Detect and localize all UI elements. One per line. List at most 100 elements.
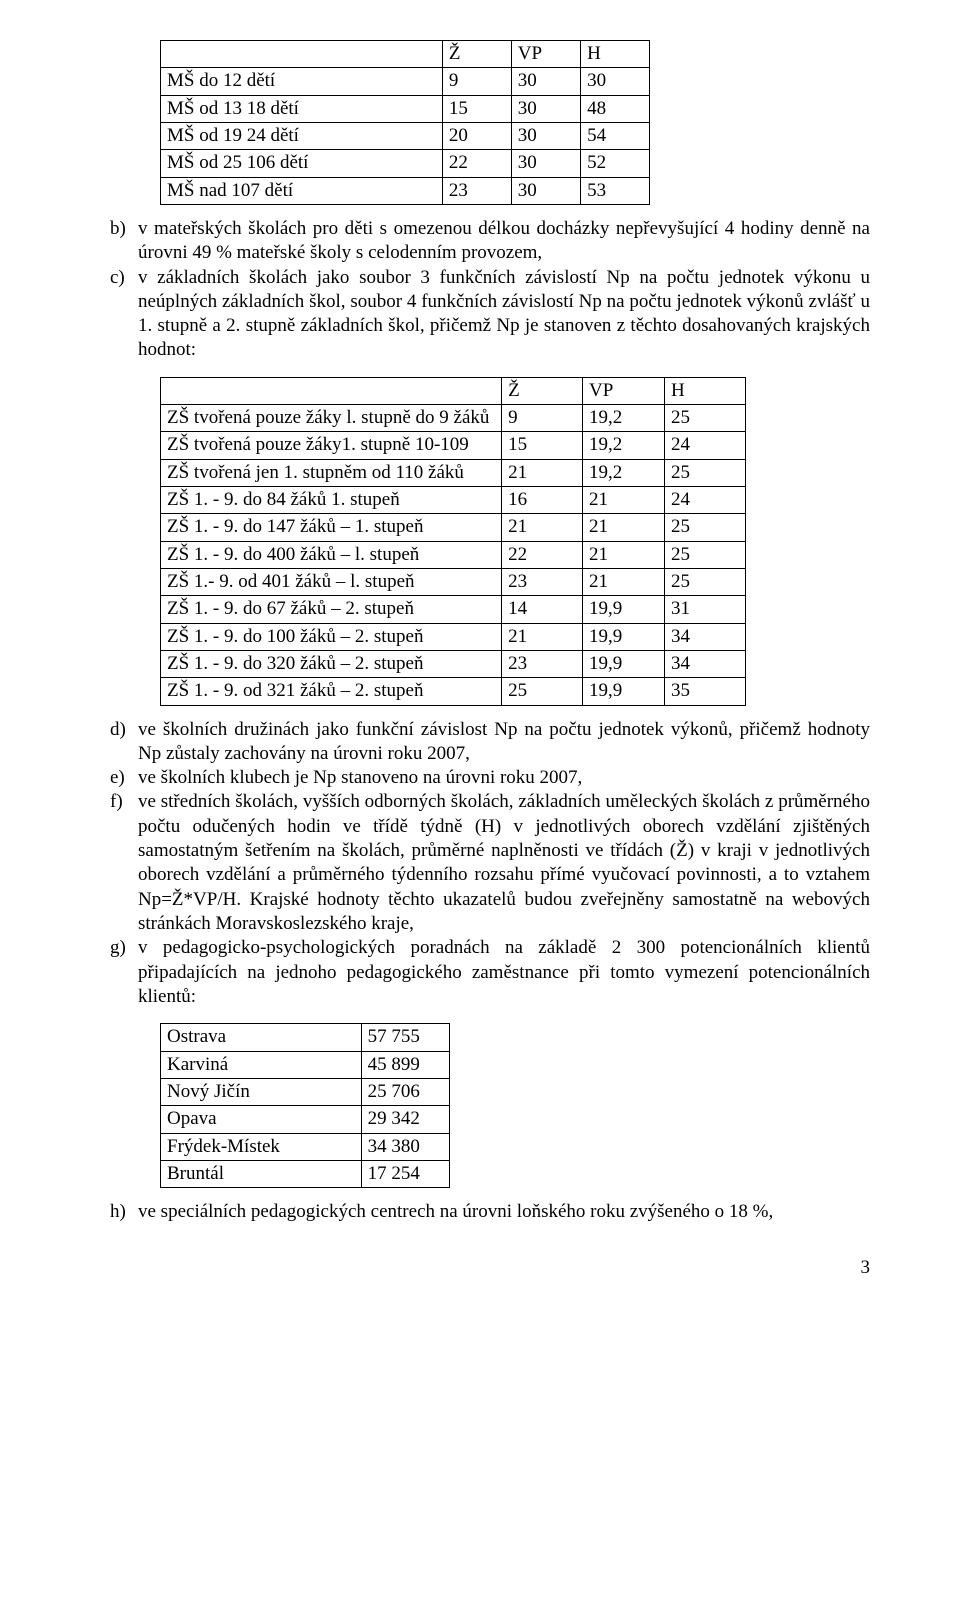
table-row: MŠ od 19 24 dětí 20 30 54 — [161, 122, 650, 149]
cell: 29 342 — [361, 1106, 449, 1133]
cell: 23 — [442, 177, 511, 204]
table-zs: Ž VP H ZŠ tvořená pouze žáky l. stupně d… — [160, 377, 746, 706]
item-marker: h) — [110, 1200, 138, 1224]
item-text: v pedagogicko-psychologických poradnách … — [138, 936, 870, 1009]
cell: 21 — [583, 541, 665, 568]
cell — [161, 377, 502, 404]
cell: 19,9 — [583, 623, 665, 650]
table-row: ZŠ 1. - 9. do 84 žáků 1. stupeň 16 21 24 — [161, 487, 746, 514]
cell: 21 — [583, 487, 665, 514]
cell: 17 254 — [361, 1160, 449, 1187]
cell: 48 — [581, 95, 650, 122]
table-row: Ostrava 57 755 — [161, 1024, 450, 1051]
cell: H — [665, 377, 746, 404]
cell: 9 — [502, 405, 583, 432]
cell: 35 — [665, 678, 746, 705]
cell: 15 — [502, 432, 583, 459]
cell: ZŠ 1. - 9. do 84 žáků 1. stupeň — [161, 487, 502, 514]
cell: 30 — [511, 122, 580, 149]
cell: 25 — [665, 541, 746, 568]
cell: ZŠ tvořená pouze žáky l. stupně do 9 žák… — [161, 405, 502, 432]
cell: Bruntál — [161, 1160, 362, 1187]
cell: 30 — [511, 68, 580, 95]
list-item-d: d) ve školních družinách jako funkční zá… — [110, 718, 870, 767]
cell: 21 — [502, 459, 583, 486]
cell: Opava — [161, 1106, 362, 1133]
cell: MŠ od 19 24 dětí — [161, 122, 443, 149]
cell: 25 — [665, 405, 746, 432]
cell: 57 755 — [361, 1024, 449, 1051]
list-item-b: b) v mateřských školách pro děti s omeze… — [110, 217, 870, 266]
table-row: ZŠ 1. - 9. od 321 žáků – 2. stupeň 25 19… — [161, 678, 746, 705]
cell: 34 — [665, 650, 746, 677]
cell: 21 — [583, 514, 665, 541]
table-cities: Ostrava 57 755 Karviná 45 899 Nový Jičín… — [160, 1023, 450, 1188]
cell: 25 — [502, 678, 583, 705]
cell: 19,2 — [583, 405, 665, 432]
cell: 30 — [511, 177, 580, 204]
list-item-g: g) v pedagogicko-psychologických poradná… — [110, 936, 870, 1009]
cell: MŠ do 12 dětí — [161, 68, 443, 95]
item-marker: c) — [110, 266, 138, 363]
cell: 34 380 — [361, 1133, 449, 1160]
table-row: Opava 29 342 — [161, 1106, 450, 1133]
cell: 30 — [581, 68, 650, 95]
cell: 31 — [665, 596, 746, 623]
cell: 23 — [502, 568, 583, 595]
cell: Nový Jičín — [161, 1078, 362, 1105]
cell: 25 — [665, 568, 746, 595]
cell: ZŠ 1. - 9. do 67 žáků – 2. stupeň — [161, 596, 502, 623]
item-marker: f) — [110, 790, 138, 936]
cell: MŠ od 13 18 dětí — [161, 95, 443, 122]
cell: ZŠ 1. - 9. do 100 žáků – 2. stupeň — [161, 623, 502, 650]
table-row: ZŠ 1. - 9. do 400 žáků – l. stupeň 22 21… — [161, 541, 746, 568]
cell: Ostrava — [161, 1024, 362, 1051]
cell: 9 — [442, 68, 511, 95]
cell: VP — [583, 377, 665, 404]
item-text: v mateřských školách pro děti s omezenou… — [138, 217, 870, 266]
cell: ZŠ 1.- 9. od 401 žáků – l. stupeň — [161, 568, 502, 595]
cell: 54 — [581, 122, 650, 149]
table-row: ZŠ 1. - 9. do 67 žáků – 2. stupeň 14 19,… — [161, 596, 746, 623]
list-item-c: c) v základních školách jako soubor 3 fu… — [110, 266, 870, 363]
cell: 19,2 — [583, 459, 665, 486]
cell: 53 — [581, 177, 650, 204]
cell: Frýdek-Místek — [161, 1133, 362, 1160]
cell: ZŠ tvořená pouze žáky1. stupně 10-109 — [161, 432, 502, 459]
cell: 21 — [502, 623, 583, 650]
table-row: ZŠ tvořená jen 1. stupněm od 110 žáků 21… — [161, 459, 746, 486]
cell: 19,9 — [583, 596, 665, 623]
table-row: Nový Jičín 25 706 — [161, 1078, 450, 1105]
cell: VP — [511, 41, 580, 68]
cell: 23 — [502, 650, 583, 677]
cell: 20 — [442, 122, 511, 149]
cell: 21 — [583, 568, 665, 595]
table-row: ZŠ tvořená pouze žáky l. stupně do 9 žák… — [161, 405, 746, 432]
cell: 24 — [665, 487, 746, 514]
item-text: ve školních družinách jako funkční závis… — [138, 718, 870, 767]
item-text: ve speciálních pedagogických centrech na… — [138, 1200, 870, 1224]
item-marker: e) — [110, 766, 138, 790]
cell: 14 — [502, 596, 583, 623]
table-row: MŠ nad 107 dětí 23 30 53 — [161, 177, 650, 204]
table-row: ZŠ 1. - 9. do 320 žáků – 2. stupeň 23 19… — [161, 650, 746, 677]
item-text: v základních školách jako soubor 3 funkč… — [138, 266, 870, 363]
cell: MŠ nad 107 dětí — [161, 177, 443, 204]
list-item-h: h) ve speciálních pedagogických centrech… — [110, 1200, 870, 1224]
cell: MŠ od 25 106 dětí — [161, 150, 443, 177]
item-text: ve školních klubech je Np stanoveno na ú… — [138, 766, 870, 790]
cell: 15 — [442, 95, 511, 122]
cell: 45 899 — [361, 1051, 449, 1078]
table-row: Bruntál 17 254 — [161, 1160, 450, 1187]
cell: 19,2 — [583, 432, 665, 459]
cell: 34 — [665, 623, 746, 650]
cell: 52 — [581, 150, 650, 177]
item-marker: b) — [110, 217, 138, 266]
cell: 25 — [665, 459, 746, 486]
cell: Ž — [502, 377, 583, 404]
cell: ZŠ tvořená jen 1. stupněm od 110 žáků — [161, 459, 502, 486]
cell: 19,9 — [583, 650, 665, 677]
cell: Ž — [442, 41, 511, 68]
table-row: Ž VP H — [161, 41, 650, 68]
cell: 30 — [511, 95, 580, 122]
